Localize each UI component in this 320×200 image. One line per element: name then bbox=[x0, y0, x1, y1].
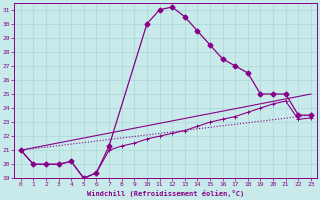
X-axis label: Windchill (Refroidissement éolien,°C): Windchill (Refroidissement éolien,°C) bbox=[87, 190, 244, 197]
